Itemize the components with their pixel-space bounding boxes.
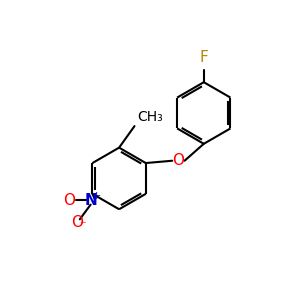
Text: N: N xyxy=(84,193,97,208)
Text: CH₃: CH₃ xyxy=(137,110,163,124)
Text: O: O xyxy=(63,193,75,208)
Text: ⁻: ⁻ xyxy=(80,219,86,232)
Text: +: + xyxy=(91,191,101,201)
Text: O: O xyxy=(71,215,83,230)
Text: O: O xyxy=(172,153,184,168)
Text: F: F xyxy=(200,50,208,65)
